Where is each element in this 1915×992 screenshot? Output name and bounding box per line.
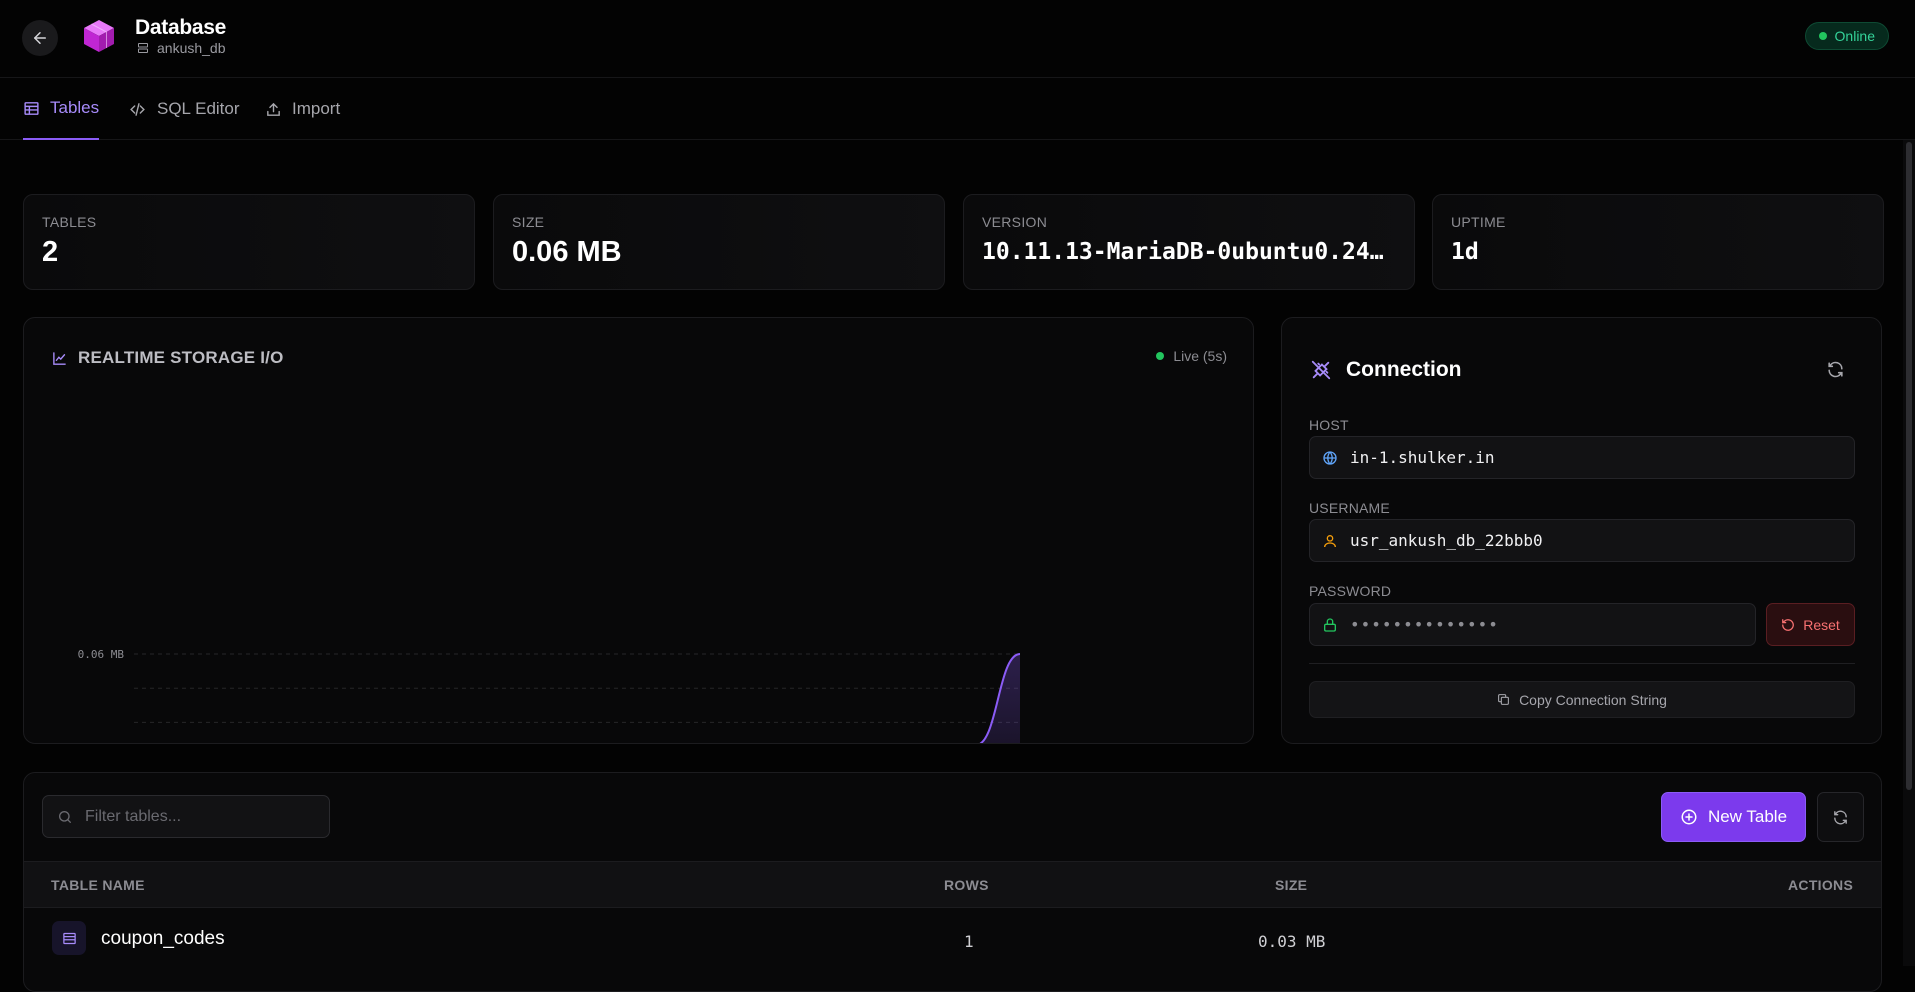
- filter-tables-input[interactable]: [85, 807, 315, 826]
- table-row-size: 0.03 MB: [1258, 932, 1326, 951]
- status-dot-icon: [1818, 32, 1827, 40]
- status-label: Online: [1834, 28, 1875, 44]
- stat-label: VERSION: [982, 214, 1048, 230]
- tab-sql-editor-label: SQL Editor: [157, 99, 240, 118]
- host-label: HOST: [1309, 417, 1349, 433]
- stat-value: 1d: [1451, 239, 1479, 265]
- stat-value: 2: [42, 236, 59, 268]
- tab-bar: Tables SQL Editor Import: [0, 78, 1915, 140]
- host-value: in-1.shulker.in: [1350, 448, 1495, 467]
- table-row-count: 1: [964, 932, 974, 951]
- live-dot-icon: [1156, 352, 1165, 360]
- connection-title-label: Connection: [1346, 358, 1462, 381]
- tab-tables[interactable]: Tables: [23, 78, 100, 140]
- table-icon: [24, 101, 39, 115]
- plus-circle-icon: [1681, 809, 1697, 825]
- stat-label: UPTIME: [1451, 214, 1506, 230]
- username-value: usr_ankush_db_22bbb0: [1350, 531, 1543, 550]
- connection-card: Connection HOST in-1.shulker.in USERNAME…: [1281, 317, 1882, 744]
- globe-icon: [1323, 450, 1337, 465]
- stat-label: TABLES: [42, 214, 97, 230]
- database-name-label: ankush_db: [157, 40, 226, 56]
- reset-password-button[interactable]: Reset: [1766, 603, 1855, 646]
- tab-sql-editor[interactable]: SQL Editor: [128, 78, 240, 140]
- host-field[interactable]: in-1.shulker.in: [1309, 436, 1855, 479]
- password-field[interactable]: ••••••••••••••: [1309, 603, 1756, 646]
- stat-card-tables: TABLES 2: [23, 194, 475, 290]
- upload-icon: [267, 102, 280, 116]
- connection-divider: [1309, 663, 1855, 664]
- column-header-actions: ACTIONS: [1788, 877, 1854, 893]
- stat-card-version: VERSION 10.11.13-MariaDB-0ubuntu0.24.…: [963, 194, 1415, 290]
- new-table-button[interactable]: New Table: [1661, 792, 1806, 842]
- rotate-ccw-icon: [1782, 618, 1795, 631]
- connection-refresh-button[interactable]: [1826, 360, 1845, 384]
- chart-title-label: REALTIME STORAGE I/O: [78, 348, 284, 367]
- password-label: PASSWORD: [1309, 583, 1392, 599]
- storage-io-chart-card: REALTIME STORAGE I/O Live (5s) 0.06 MB0.…: [23, 317, 1254, 744]
- chart-title: REALTIME STORAGE I/O: [52, 348, 284, 368]
- arrow-left-icon: [34, 32, 46, 44]
- reset-label: Reset: [1803, 616, 1840, 633]
- new-table-label: New Table: [1707, 807, 1788, 826]
- column-header-rows[interactable]: ROWS: [944, 877, 989, 893]
- chart-area-fill: [981, 654, 1020, 743]
- stat-value: 10.11.13-MariaDB-0ubuntu0.24.…: [982, 239, 1396, 265]
- database-cube-icon: [84, 20, 114, 52]
- column-header-table-name[interactable]: TABLE NAME: [51, 877, 145, 893]
- trend-chart-icon: [53, 351, 66, 365]
- status-badge: Online: [1804, 22, 1889, 50]
- scrollbar-thumb[interactable]: [1906, 142, 1912, 790]
- chart-y-tick-label: 0.06 MB: [78, 648, 125, 661]
- lock-icon: [1324, 617, 1336, 632]
- tab-import[interactable]: Import: [265, 78, 340, 140]
- username-field[interactable]: usr_ankush_db_22bbb0: [1309, 519, 1855, 562]
- table-row[interactable]: coupon_codes 1 0.03 MB: [24, 908, 1881, 968]
- refresh-icon: [1834, 810, 1847, 824]
- server-icon: [138, 43, 148, 53]
- password-value: ••••••••••••••: [1350, 615, 1499, 634]
- plug-icon: [1311, 360, 1331, 380]
- live-indicator: Live (5s): [1156, 348, 1227, 364]
- page-title: Database: [135, 16, 226, 39]
- username-label: USERNAME: [1309, 500, 1390, 516]
- table-icon: [62, 932, 76, 944]
- stat-value: 0.06 MB: [512, 236, 622, 268]
- table-row-icon: [52, 921, 86, 955]
- copy-icon: [1498, 694, 1509, 705]
- app-header: Database ankush_db Online: [0, 0, 1915, 78]
- refresh-icon: [1828, 361, 1843, 378]
- code-icon: [130, 102, 145, 116]
- tab-tables-label: Tables: [50, 98, 100, 117]
- stat-card-size: SIZE 0.06 MB: [493, 194, 945, 290]
- connection-title: Connection: [1310, 358, 1462, 382]
- table-row-name[interactable]: coupon_codes: [101, 928, 225, 949]
- copy-label: Copy Connection String: [1519, 691, 1667, 708]
- filter-tables-box[interactable]: [42, 795, 330, 838]
- page-scrollbar[interactable]: [1903, 140, 1915, 966]
- tables-refresh-button[interactable]: [1817, 792, 1864, 842]
- stat-label: SIZE: [512, 214, 545, 230]
- tables-card: New Table TABLE NAME ROWS SIZE ACTIONS c…: [23, 772, 1882, 992]
- user-icon: [1324, 534, 1336, 547]
- stat-card-uptime: UPTIME 1d: [1432, 194, 1884, 290]
- search-icon: [58, 810, 71, 823]
- storage-io-chart: 0.06 MB0.05 MB 04:38:2004:38:2504:38:300…: [78, 648, 1021, 743]
- tab-import-label: Import: [292, 99, 341, 118]
- back-button[interactable]: [22, 20, 58, 56]
- chart-series-line: [978, 653, 1021, 743]
- database-name: ankush_db: [137, 40, 226, 56]
- table-header: TABLE NAME ROWS SIZE ACTIONS: [24, 861, 1881, 908]
- copy-connection-string-button[interactable]: Copy Connection String: [1309, 681, 1855, 718]
- column-header-size[interactable]: SIZE: [1275, 877, 1308, 893]
- live-label: Live (5s): [1173, 348, 1227, 364]
